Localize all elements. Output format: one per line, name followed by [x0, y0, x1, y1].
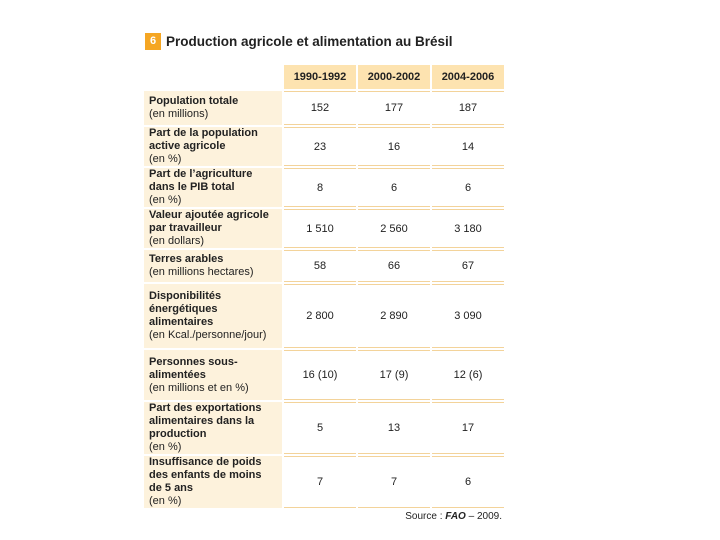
cell-value: 17 (9) [358, 350, 430, 400]
cell-value: 67 [432, 250, 504, 282]
cell-value: 2 800 [284, 284, 356, 348]
data-table: 1990-1992 2000-2002 2004-2006 Population to… [142, 63, 506, 510]
header-row: 1990-1992 2000-2002 2004-2006 [144, 65, 504, 89]
row-note: (en millions) [149, 108, 209, 120]
row-label-cell: Part de la population active agricole (en… [144, 127, 282, 166]
cell-value: 187 [432, 91, 504, 125]
cell-value: 14 [432, 127, 504, 166]
table-row: Part de l’agriculture dans le PIB total(… [144, 168, 504, 207]
cell-value: 16 (10) [284, 350, 356, 400]
table-row: Insuffisance de poids des enfants de moi… [144, 456, 504, 508]
cell-value: 152 [284, 91, 356, 125]
cell-value: 7 [358, 456, 430, 508]
source-prefix: Source : [405, 511, 443, 522]
row-label: Personnes sous-alimentées [149, 355, 238, 381]
row-label: Part de la population active agricole [149, 127, 258, 152]
row-label-cell: Population totale (en millions) [144, 91, 282, 125]
cell-value: 7 [284, 456, 356, 508]
cell-value: 6 [432, 168, 504, 207]
cell-value: 8 [284, 168, 356, 207]
row-note: (en millions et en %) [149, 381, 249, 394]
row-label-cell: Personnes sous-alimentées (en millions et… [144, 350, 282, 400]
source: Source : FAO – 2009. [405, 511, 502, 522]
row-label-cell: Part des exportations alimentaires dans … [144, 402, 282, 454]
cell-value: 1 510 [284, 209, 356, 248]
row-note: (en dollars) [149, 235, 205, 247]
badge: 6 [145, 33, 161, 50]
title: Production agricole et alimentation au B… [166, 34, 453, 49]
cell-value: 16 [358, 127, 430, 166]
cell-value: 12 (6) [432, 350, 504, 400]
table-row: Part des exportations alimentaires dans … [144, 402, 504, 454]
row-note: (en %) [149, 441, 182, 453]
cell-value: 6 [432, 456, 504, 508]
row-note: (en %) [149, 194, 182, 206]
row-label-cell: Terres arables (en millions hectares) [144, 250, 282, 282]
row-label: Part de l’agriculture dans le PIB total [149, 168, 253, 193]
table-row: Disponibilités énergétiques alimentaires… [144, 284, 504, 348]
column-header: 2000-2002 [358, 65, 430, 89]
table-row: Personnes sous-alimentées (en millions et… [144, 350, 504, 400]
column-header: 1990-1992 [284, 65, 356, 89]
row-label: Insuffisance de poids des enfants de moi… [149, 456, 262, 494]
row-label-cell: Part de l’agriculture dans le PIB total(… [144, 168, 282, 207]
cell-value: 6 [358, 168, 430, 207]
row-note: (en Kcal./personne/jour) [149, 329, 267, 341]
row-label: Population totale [149, 95, 239, 107]
source-year: – 2009. [468, 511, 502, 522]
column-header: 2004-2006 [432, 65, 504, 89]
table-row: Population totale (en millions) 152 177 187 [144, 91, 504, 125]
row-note: (en millions hectares) [149, 266, 254, 278]
table-row: Part de la population active agricole (en… [144, 127, 504, 166]
cell-value: 17 [432, 402, 504, 454]
source-name: FAO [445, 511, 466, 522]
cell-value: 3 090 [432, 284, 504, 348]
cell-value: 3 180 [432, 209, 504, 248]
cell-value: 13 [358, 402, 430, 454]
row-label: Disponibilités énergétiques alimentaires [149, 290, 222, 328]
cell-value: 58 [284, 250, 356, 282]
table-row: Valeur ajoutée agricole par travailleur(… [144, 209, 504, 248]
cell-value: 2 890 [358, 284, 430, 348]
row-note: (en %) [149, 495, 182, 507]
row-label-cell: Valeur ajoutée agricole par travailleur(… [144, 209, 282, 248]
row-label-cell: Disponibilités énergétiques alimentaires… [144, 284, 282, 348]
cell-value: 66 [358, 250, 430, 282]
cell-value: 2 560 [358, 209, 430, 248]
corner-cell [144, 65, 282, 89]
row-label: Terres arables [149, 253, 224, 265]
cell-value: 177 [358, 91, 430, 125]
row-label: Part des exportations alimentaires dans … [149, 402, 262, 440]
row-note: (en %) [149, 153, 182, 165]
row-label-cell: Insuffisance de poids des enfants de moi… [144, 456, 282, 508]
table-row: Terres arables (en millions hectares) 58 66… [144, 250, 504, 282]
cell-value: 23 [284, 127, 356, 166]
cell-value: 5 [284, 402, 356, 454]
row-label: Valeur ajoutée agricole par travailleur [149, 209, 269, 234]
